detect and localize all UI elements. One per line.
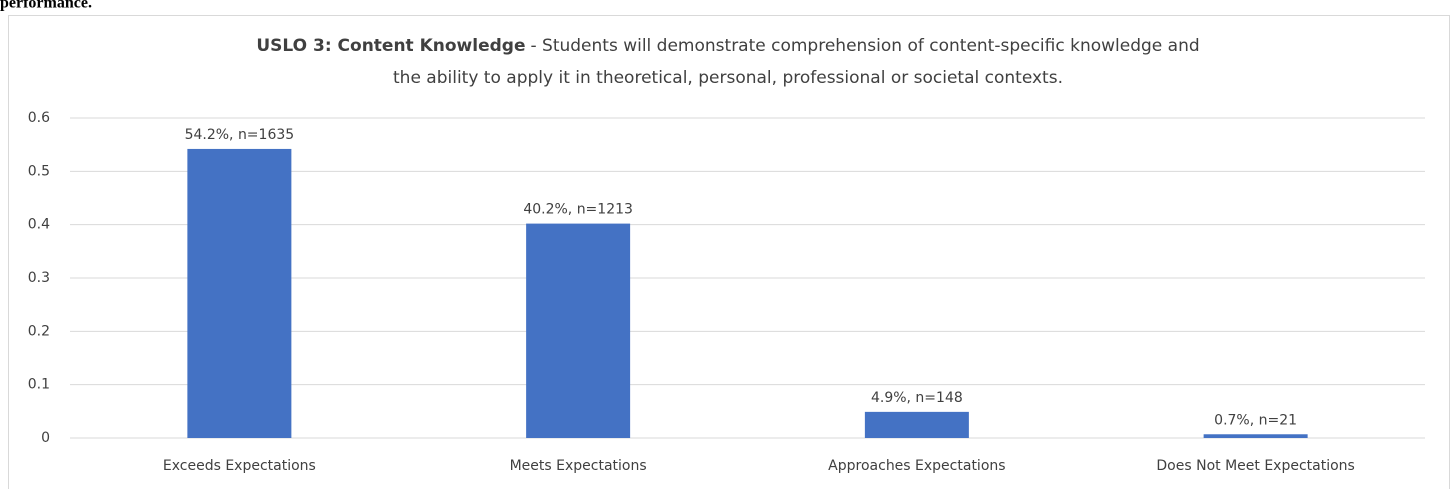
bar <box>526 223 631 438</box>
chart-title: USLO 3: Content Knowledge - Students will… <box>256 36 1199 56</box>
x-tick-label: Approaches Expectations <box>828 458 1005 474</box>
page-text: performance. <box>0 0 92 12</box>
value-label: 0.7%, n=21 <box>1214 412 1297 428</box>
y-tick-label: 0.4 <box>28 217 50 233</box>
bar <box>1203 434 1308 438</box>
y-tick-label: 0.6 <box>28 110 50 126</box>
title-text: - Students will demonstrate comprehensio… <box>530 36 1199 56</box>
y-tick-label: 0.1 <box>28 377 50 393</box>
chart-border <box>8 15 1450 489</box>
y-tick-label: 0.5 <box>28 163 50 179</box>
x-tick-label: Meets Expectations <box>510 458 647 474</box>
value-label: 54.2%, n=1635 <box>185 127 295 143</box>
y-tick-label: 0.3 <box>28 270 50 286</box>
y-tick-label: 0.2 <box>28 323 50 339</box>
x-tick-label: Exceeds Expectations <box>163 458 316 474</box>
chart-subtitle: the ability to apply it in theoretical, … <box>393 68 1063 88</box>
bar <box>864 411 969 438</box>
y-tick-label: 0 <box>41 430 50 446</box>
value-label: 40.2%, n=1213 <box>523 202 633 218</box>
bar <box>187 148 292 438</box>
title-bold: USLO 3: Content Knowledge <box>256 36 525 56</box>
value-label: 4.9%, n=148 <box>871 390 963 406</box>
x-tick-label: Does Not Meet Expectations <box>1156 458 1354 474</box>
